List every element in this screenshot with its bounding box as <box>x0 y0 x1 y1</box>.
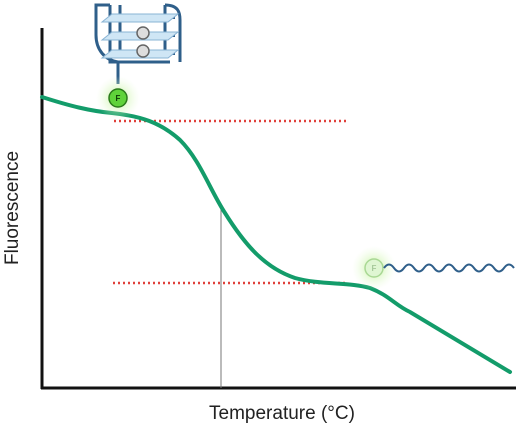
x-axis-label: Temperature (°C) <box>209 403 355 424</box>
unfolded-strand <box>383 263 515 273</box>
g-quadruplex-icon <box>94 3 182 84</box>
unfolded-fluorophore <box>364 258 384 278</box>
folded-fluorophore <box>108 88 128 108</box>
melting-curve <box>40 95 512 374</box>
unfolded-fluorophore-label: F <box>372 264 377 273</box>
folded-fluorophore-label: F <box>116 94 121 103</box>
y-axis-label: Fluorescence <box>2 151 23 265</box>
